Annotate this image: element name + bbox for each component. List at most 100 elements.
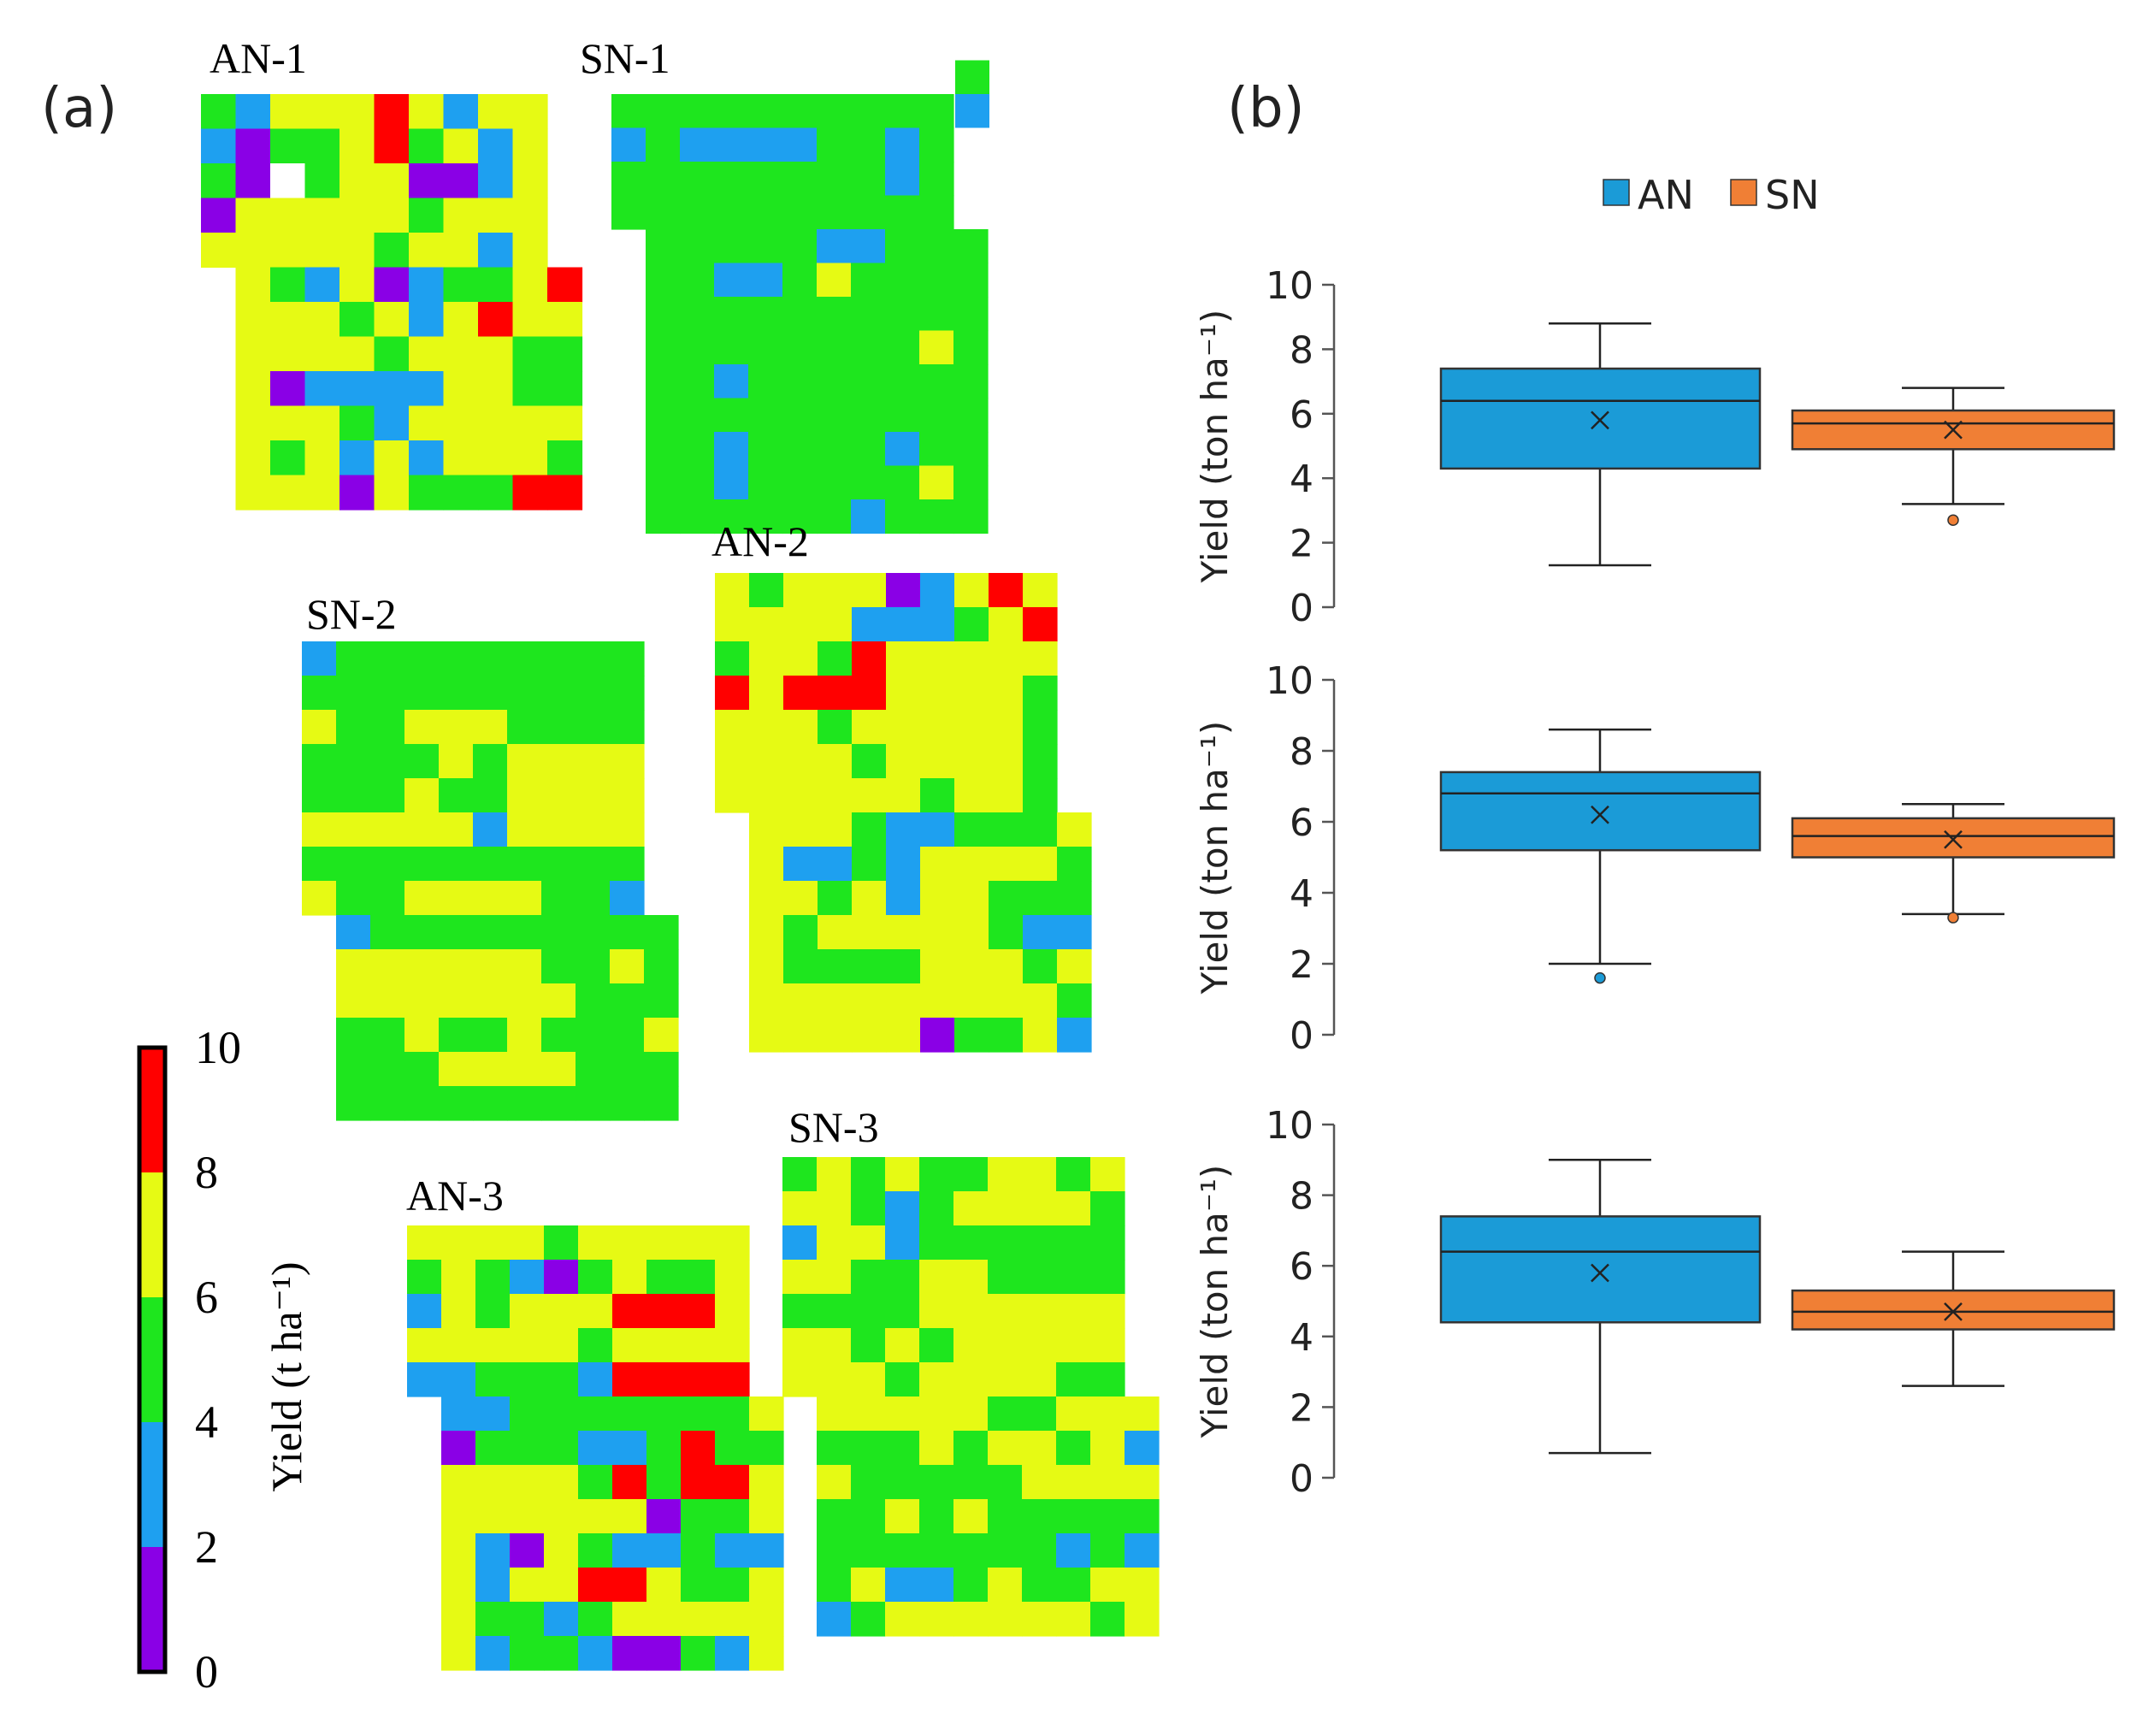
map-cell: [510, 1294, 545, 1329]
map-cell: [920, 1018, 955, 1053]
map-cell: [783, 881, 818, 916]
map-cell: [919, 229, 954, 264]
map-cell: [646, 1396, 682, 1432]
map-cell: [339, 198, 375, 233]
map-cell: [885, 330, 920, 365]
colorbar-tick-label: 4: [195, 1396, 218, 1448]
map-cell: [507, 983, 542, 1019]
map-cell: [715, 1533, 750, 1568]
map-cell: [817, 1191, 852, 1226]
map-cell: [541, 847, 576, 882]
map-cell: [512, 233, 548, 269]
map-cell: [919, 1260, 954, 1295]
map-cell: [817, 94, 852, 129]
map-cell: [885, 499, 920, 534]
map-cell: [1125, 1431, 1160, 1466]
map-cell: [886, 778, 921, 813]
map-cell: [612, 1431, 647, 1466]
legend-swatch-sn: [1730, 179, 1757, 206]
map-cell: [1023, 881, 1058, 916]
map-cell: [919, 1328, 954, 1363]
map-cell: [507, 1052, 542, 1087]
map-cell: [612, 1499, 647, 1534]
map-cell: [512, 163, 548, 199]
map-cell: [919, 1362, 954, 1397]
map-cell: [441, 1533, 476, 1568]
map-cell: [817, 1328, 852, 1363]
map-cell: [1057, 983, 1092, 1019]
map-cell: [302, 778, 337, 813]
map-cell: [547, 440, 583, 476]
map-cell: [851, 1260, 886, 1295]
field-label: SN-1: [580, 34, 670, 82]
map-cell: [544, 1602, 579, 1637]
map-cell: [646, 1568, 682, 1603]
map-cell: [1090, 1533, 1125, 1568]
map-cell: [714, 297, 749, 332]
map-cell: [407, 1225, 442, 1261]
map-cell: [270, 198, 306, 233]
map-cell: [817, 229, 852, 264]
map-cell: [1125, 1499, 1160, 1534]
map-cell: [576, 710, 611, 745]
map-cell: [507, 915, 542, 950]
map-cell: [336, 915, 371, 950]
map-cell: [339, 302, 375, 338]
map-cell: [510, 1533, 545, 1568]
map-cell: [302, 847, 337, 882]
map-cell: [714, 162, 749, 197]
map-cell: [475, 1568, 511, 1603]
y-tick-label: 0: [1290, 587, 1313, 630]
map-cell: [473, 710, 508, 745]
map-cell: [1125, 1465, 1160, 1500]
map-cell: [680, 195, 715, 230]
map-cell: [507, 710, 542, 745]
map-cell: [782, 297, 818, 332]
colorbar-tick-label: 0: [195, 1646, 218, 1698]
map-cell: [851, 330, 886, 365]
y-tick-label: 2: [1290, 943, 1313, 987]
map-cell: [1023, 676, 1058, 711]
map-cell: [782, 364, 818, 399]
map-cell: [989, 710, 1024, 745]
colorbar-ticks: 0 2 4 6 8 10: [195, 1022, 241, 1698]
map-cell: [919, 162, 954, 197]
map-cell: [1056, 1328, 1091, 1363]
map-cell: [817, 432, 852, 467]
map-cell: [748, 195, 783, 230]
map-cell: [851, 398, 886, 433]
map-cell: [680, 432, 715, 467]
map-cell: [1022, 1157, 1057, 1192]
map-cell: [783, 1018, 818, 1053]
map-cell: [783, 607, 818, 642]
map-cell: [478, 371, 514, 407]
map-cell: [885, 297, 920, 332]
map-cell: [818, 812, 853, 847]
map-cell: [851, 1157, 886, 1192]
map-cell: [578, 1431, 613, 1466]
map-cell: [473, 641, 508, 676]
map-cell: [988, 1225, 1023, 1261]
map-cell: [339, 163, 375, 199]
map-cell: [749, 710, 784, 745]
map-cell: [852, 573, 887, 608]
map-cell: [1022, 1260, 1057, 1295]
map-cell: [1056, 1157, 1091, 1192]
map-cell: [478, 163, 514, 199]
map-cell: [507, 847, 542, 882]
map-cell: [611, 94, 646, 129]
map-cell: [478, 405, 514, 441]
box-an: [1439, 322, 1762, 567]
map-cell: [783, 676, 818, 711]
map-cell: [1057, 949, 1092, 984]
map-cell: [441, 1294, 476, 1329]
map-cell: [818, 573, 853, 608]
map-cell: [201, 233, 237, 269]
map-cell: [885, 1568, 920, 1603]
map-cell: [919, 1568, 954, 1603]
map-cell: [885, 1499, 920, 1534]
map-cell: [715, 1568, 750, 1603]
map-cell: [304, 371, 340, 407]
map-cell: [1023, 847, 1058, 882]
map-cell: [1056, 1191, 1091, 1226]
